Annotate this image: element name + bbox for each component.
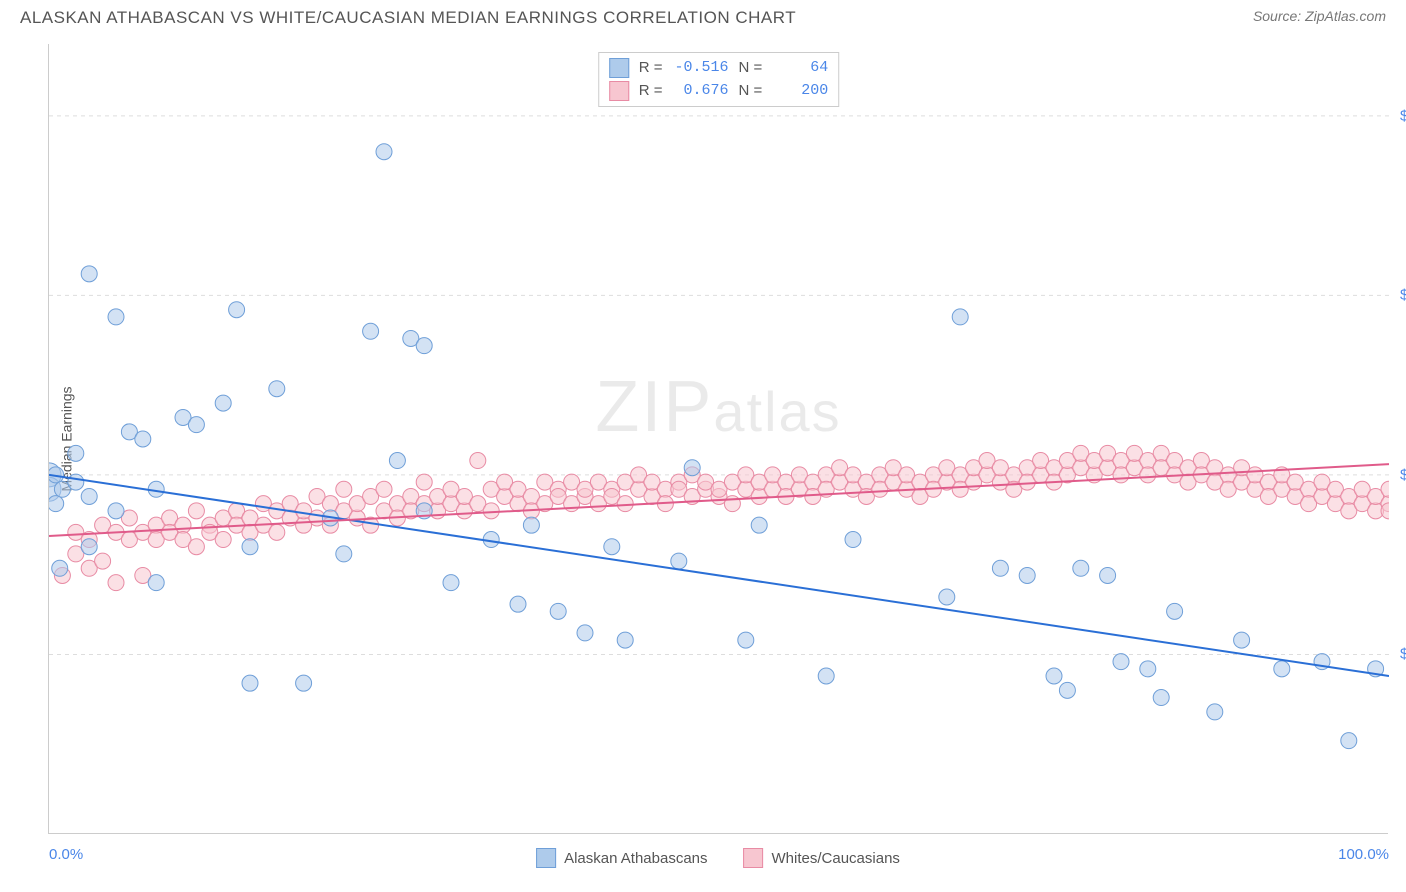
data-point — [671, 553, 687, 569]
y-tick-label: $25,000 — [1394, 646, 1406, 663]
trend-line — [49, 475, 1389, 676]
data-point — [336, 546, 352, 562]
data-point — [376, 144, 392, 160]
data-point — [95, 553, 111, 569]
data-point — [81, 488, 97, 504]
legend-swatch — [536, 848, 556, 868]
data-point — [68, 474, 84, 490]
data-point — [1234, 632, 1250, 648]
legend-item: Alaskan Athabascans — [536, 848, 707, 868]
data-point — [523, 517, 539, 533]
data-point — [1167, 603, 1183, 619]
data-point — [108, 575, 124, 591]
stats-n-label: N = — [739, 57, 763, 80]
data-point — [389, 453, 405, 469]
data-point — [992, 560, 1008, 576]
plot-area: ZIPatlas R = -0.516 N = 64 R = 0.676 N =… — [48, 44, 1388, 834]
stats-r-label: R = — [639, 57, 663, 80]
data-point — [376, 481, 392, 497]
data-point — [416, 338, 432, 354]
data-point — [148, 575, 164, 591]
chart-svg — [49, 44, 1389, 834]
data-point — [604, 539, 620, 555]
data-point — [1341, 733, 1357, 749]
data-point — [363, 323, 379, 339]
y-tick-label: $100,000 — [1394, 107, 1406, 124]
x-tick-label: 100.0% — [1338, 846, 1389, 863]
data-point — [738, 632, 754, 648]
data-point — [188, 539, 204, 555]
stats-n-label: N = — [739, 80, 763, 103]
data-point — [1073, 560, 1089, 576]
legend-label: Alaskan Athabascans — [564, 850, 707, 867]
data-point — [81, 539, 97, 555]
data-point — [296, 675, 312, 691]
stats-swatch — [609, 81, 629, 101]
source-name: ZipAtlas.com — [1305, 8, 1386, 24]
data-point — [49, 496, 64, 512]
data-point — [416, 474, 432, 490]
stats-swatch — [609, 58, 629, 78]
data-point — [1046, 668, 1062, 684]
data-point — [1207, 704, 1223, 720]
legend-item: Whites/Caucasians — [744, 848, 900, 868]
data-point — [175, 517, 191, 533]
data-point — [108, 503, 124, 519]
legend-bottom: Alaskan Athabascans Whites/Caucasians — [536, 848, 900, 868]
data-point — [1019, 567, 1035, 583]
data-point — [68, 445, 84, 461]
data-point — [751, 517, 767, 533]
data-point — [269, 524, 285, 540]
source-prefix: Source: — [1253, 8, 1305, 24]
data-point — [188, 503, 204, 519]
data-point — [617, 632, 633, 648]
legend-swatch — [744, 848, 764, 868]
data-point — [188, 417, 204, 433]
data-point — [81, 266, 97, 282]
correlation-stats-box: R = -0.516 N = 64 R = 0.676 N = 200 — [598, 52, 840, 107]
data-point — [510, 596, 526, 612]
data-point — [229, 302, 245, 318]
data-point — [617, 496, 633, 512]
data-point — [269, 381, 285, 397]
chart-container: Median Earnings ZIPatlas R = -0.516 N = … — [48, 44, 1388, 834]
data-point — [135, 431, 151, 447]
stats-r-label: R = — [639, 80, 663, 103]
stats-row: R = 0.676 N = 200 — [609, 80, 829, 103]
data-point — [483, 503, 499, 519]
data-point — [215, 395, 231, 411]
data-point — [443, 575, 459, 591]
data-point — [1113, 654, 1129, 670]
y-tick-label: $50,000 — [1394, 466, 1406, 483]
data-point — [1153, 690, 1169, 706]
data-point — [939, 589, 955, 605]
stats-n-value: 64 — [772, 57, 828, 80]
data-point — [952, 309, 968, 325]
data-point — [1274, 661, 1290, 677]
data-point — [1059, 682, 1075, 698]
x-tick-label: 0.0% — [49, 846, 83, 863]
stats-row: R = -0.516 N = 64 — [609, 57, 829, 80]
source-attribution: Source: ZipAtlas.com — [1253, 8, 1386, 24]
data-point — [108, 309, 124, 325]
data-point — [52, 560, 68, 576]
data-point — [845, 532, 861, 548]
data-point — [684, 460, 700, 476]
data-point — [1100, 567, 1116, 583]
data-point — [470, 453, 486, 469]
data-point — [577, 625, 593, 641]
data-point — [242, 539, 258, 555]
stats-n-value: 200 — [772, 80, 828, 103]
data-point — [242, 675, 258, 691]
legend-label: Whites/Caucasians — [772, 850, 900, 867]
data-point — [818, 668, 834, 684]
stats-r-value: 0.676 — [673, 80, 729, 103]
chart-title: ALASKAN ATHABASCAN VS WHITE/CAUCASIAN ME… — [20, 8, 796, 28]
data-point — [336, 481, 352, 497]
stats-r-value: -0.516 — [673, 57, 729, 80]
data-point — [550, 603, 566, 619]
data-point — [1140, 661, 1156, 677]
data-point — [215, 532, 231, 548]
y-tick-label: $75,000 — [1394, 287, 1406, 304]
